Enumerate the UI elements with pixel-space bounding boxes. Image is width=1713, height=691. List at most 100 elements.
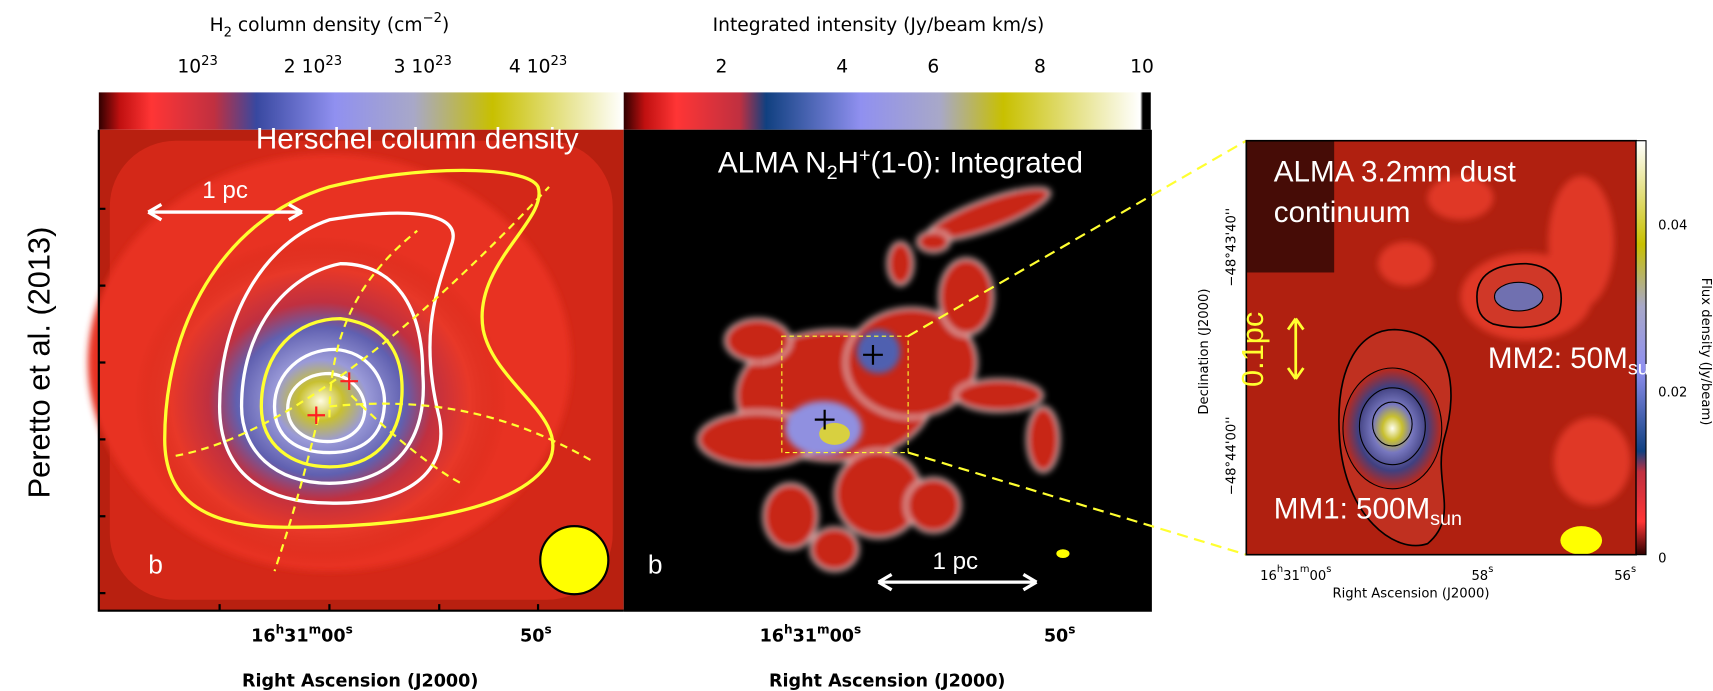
text: 2 10 bbox=[284, 57, 326, 78]
text: 23 bbox=[325, 54, 342, 69]
x-axis-label: Right Ascension (J2000) bbox=[242, 671, 478, 691]
tick-label: 3 1023 bbox=[394, 54, 452, 78]
text: (1-0): Integrated bbox=[871, 147, 1083, 180]
text: s bbox=[854, 623, 861, 637]
panel-title: ALMA N2H+(1-0): Integrated bbox=[718, 145, 1083, 185]
tick-label: 50s bbox=[520, 623, 552, 647]
text: 16 bbox=[1260, 569, 1277, 584]
x-axis-label: Right Ascension (J2000) bbox=[1332, 587, 1489, 602]
panel-3-image-shape bbox=[1494, 282, 1542, 311]
text: 10 bbox=[177, 57, 201, 78]
panel-2-image-shape-shape bbox=[906, 478, 961, 533]
text: h bbox=[276, 623, 285, 637]
panel-2-image-shape bbox=[1056, 549, 1069, 558]
panel-1-image-shape bbox=[540, 526, 608, 594]
text: 50 bbox=[520, 626, 544, 646]
text: MM1: 500M bbox=[1274, 492, 1430, 525]
text: 23 bbox=[435, 54, 452, 69]
text: 31 bbox=[793, 626, 817, 646]
panel-label: b bbox=[148, 549, 163, 579]
panel-2-image-shape-shape bbox=[955, 379, 1043, 412]
tick-label: 1023 bbox=[177, 54, 217, 78]
colorbar-tick-label: 0.02 bbox=[1658, 386, 1687, 401]
scale-label: 1 pc bbox=[202, 177, 248, 204]
tick-label: 2 bbox=[715, 57, 727, 78]
text: 2 bbox=[224, 25, 232, 40]
text: 50 bbox=[1044, 626, 1068, 646]
panel-2-image-shape-shape bbox=[763, 483, 818, 549]
text: s bbox=[544, 623, 551, 637]
y-axis-label: Declination (J2000) bbox=[1197, 288, 1212, 414]
text: H bbox=[838, 147, 859, 180]
text: column density (cm bbox=[232, 15, 423, 36]
colorbar-tick-label: 0.04 bbox=[1658, 219, 1687, 234]
panel-1-image bbox=[88, 92, 624, 610]
panel-3-image-shape bbox=[1560, 526, 1602, 555]
tick-label: 4 bbox=[836, 57, 848, 78]
tick-label: 10 bbox=[1130, 57, 1154, 78]
y-tick-label: −48°44'00'' bbox=[1224, 417, 1239, 496]
panel-3-image-shape bbox=[1343, 368, 1442, 489]
panel-2-image-shape-shape bbox=[1027, 406, 1060, 472]
text: s bbox=[1326, 564, 1331, 575]
panel-1-image-shape bbox=[134, 236, 507, 565]
colorbar-title: H2 column density (cm−2) bbox=[210, 11, 450, 40]
panel-label: b bbox=[648, 549, 663, 579]
tick-label: 50s bbox=[1044, 623, 1076, 647]
tick-label: 58s bbox=[1471, 564, 1493, 584]
text: 2 bbox=[827, 162, 838, 184]
text: 00 bbox=[1309, 569, 1326, 584]
panel-3-image-shape bbox=[1636, 141, 1646, 555]
panel-title: Herschel column density bbox=[256, 122, 579, 155]
figure: Peretto et al. (2013) H2 column density … bbox=[0, 0, 1713, 691]
colorbar-tick-label: 0 bbox=[1658, 551, 1666, 566]
text: 00 bbox=[321, 626, 345, 646]
text: 58 bbox=[1471, 569, 1488, 584]
y-tick-label: −48°43'40'' bbox=[1224, 208, 1239, 287]
tick-label: 4 1023 bbox=[509, 54, 567, 78]
text: s bbox=[346, 623, 353, 637]
text: 56 bbox=[1614, 569, 1631, 584]
text: sun bbox=[1430, 508, 1462, 530]
text: sun bbox=[1628, 358, 1660, 380]
text: h bbox=[784, 623, 793, 637]
panel-title: ALMA 3.2mm dust bbox=[1274, 155, 1517, 188]
text: 31 bbox=[1283, 569, 1300, 584]
text: 31 bbox=[284, 626, 308, 646]
text: H bbox=[210, 15, 224, 36]
tick-label: 8 bbox=[1034, 57, 1046, 78]
panel-2-image-shape-shape bbox=[917, 231, 950, 253]
colorbar-ticks: 10232 10233 10234 1023 bbox=[177, 54, 567, 78]
text: ALMA N bbox=[718, 147, 827, 180]
text: 16 bbox=[251, 626, 275, 646]
colorbar-label: Flux density (Jy/beam) bbox=[1698, 278, 1713, 426]
text: −2 bbox=[423, 11, 442, 26]
text: m bbox=[309, 623, 322, 637]
colorbar-ticks: 2 4 6 8 10 bbox=[715, 57, 1153, 78]
text: s bbox=[1631, 564, 1636, 575]
text: + bbox=[859, 145, 871, 167]
tick-label: 16h31m00s bbox=[760, 623, 862, 647]
colorbar-title: Integrated intensity (Jy/beam km/s) bbox=[713, 15, 1045, 36]
text: 23 bbox=[550, 54, 567, 69]
panel-3-image-shape-shape bbox=[1554, 417, 1631, 505]
tick-label: 56s bbox=[1614, 564, 1636, 584]
panel-2-image-shape-shape bbox=[939, 258, 994, 335]
text: MM2: 50M bbox=[1488, 342, 1628, 375]
tick-label: 16h31m00s bbox=[1260, 564, 1331, 584]
panel-2-image-shape-shape bbox=[887, 242, 913, 286]
panel-3-image-shape-shape bbox=[1378, 242, 1433, 286]
panel-2-image-shape-shape bbox=[810, 527, 858, 571]
tick-label: 6 bbox=[927, 57, 939, 78]
text: m bbox=[817, 623, 830, 637]
text: ) bbox=[442, 15, 449, 36]
side-label: Peretto et al. (2013) bbox=[21, 227, 56, 499]
text: 00 bbox=[830, 626, 854, 646]
text: 3 10 bbox=[394, 57, 436, 78]
panel-title: continuum bbox=[1274, 196, 1411, 229]
text: s bbox=[1488, 564, 1493, 575]
tick-label: 2 1023 bbox=[284, 54, 342, 78]
text: 4 10 bbox=[509, 57, 551, 78]
